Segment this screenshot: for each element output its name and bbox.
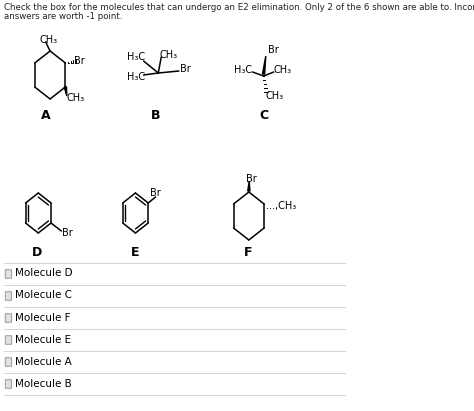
Text: Br: Br	[62, 228, 73, 238]
FancyBboxPatch shape	[5, 380, 12, 388]
Text: Check the box for the molecules that can undergo an E2 elimination. Only 2 of th: Check the box for the molecules that can…	[4, 3, 474, 12]
FancyBboxPatch shape	[5, 314, 12, 322]
Text: Br: Br	[268, 45, 279, 55]
FancyBboxPatch shape	[5, 336, 12, 344]
Text: H₃C: H₃C	[128, 72, 146, 82]
Text: Molecule F: Molecule F	[15, 312, 70, 323]
FancyBboxPatch shape	[5, 270, 12, 278]
Text: ..Br: ..Br	[68, 56, 84, 66]
Text: Br: Br	[246, 174, 256, 184]
Text: Molecule E: Molecule E	[15, 335, 71, 344]
Text: C: C	[259, 109, 268, 122]
Text: F: F	[244, 246, 252, 259]
Text: CH₃: CH₃	[67, 93, 85, 103]
Text: Br: Br	[181, 64, 191, 74]
Text: Molecule D: Molecule D	[15, 268, 73, 279]
Text: B: B	[151, 109, 161, 122]
Text: CH₃: CH₃	[265, 91, 283, 101]
Text: Br: Br	[150, 188, 161, 198]
Polygon shape	[248, 181, 250, 191]
Text: CH₃: CH₃	[274, 65, 292, 75]
Text: H₃C: H₃C	[128, 52, 146, 62]
Text: E: E	[131, 246, 140, 259]
Text: A: A	[41, 109, 50, 122]
Polygon shape	[64, 87, 67, 96]
Text: answers are worth -1 point.: answers are worth -1 point.	[4, 12, 122, 21]
Text: Molecule A: Molecule A	[15, 356, 72, 367]
Text: CH₃: CH₃	[40, 35, 58, 45]
FancyBboxPatch shape	[5, 292, 12, 300]
Text: Molecule C: Molecule C	[15, 291, 72, 300]
Polygon shape	[263, 56, 266, 74]
Text: D: D	[32, 246, 42, 259]
Text: ...,CH₃: ...,CH₃	[266, 201, 297, 211]
Text: Molecule B: Molecule B	[15, 379, 72, 388]
FancyBboxPatch shape	[5, 358, 12, 366]
Text: CH₃: CH₃	[160, 50, 178, 60]
Text: H₃C: H₃C	[234, 65, 252, 75]
